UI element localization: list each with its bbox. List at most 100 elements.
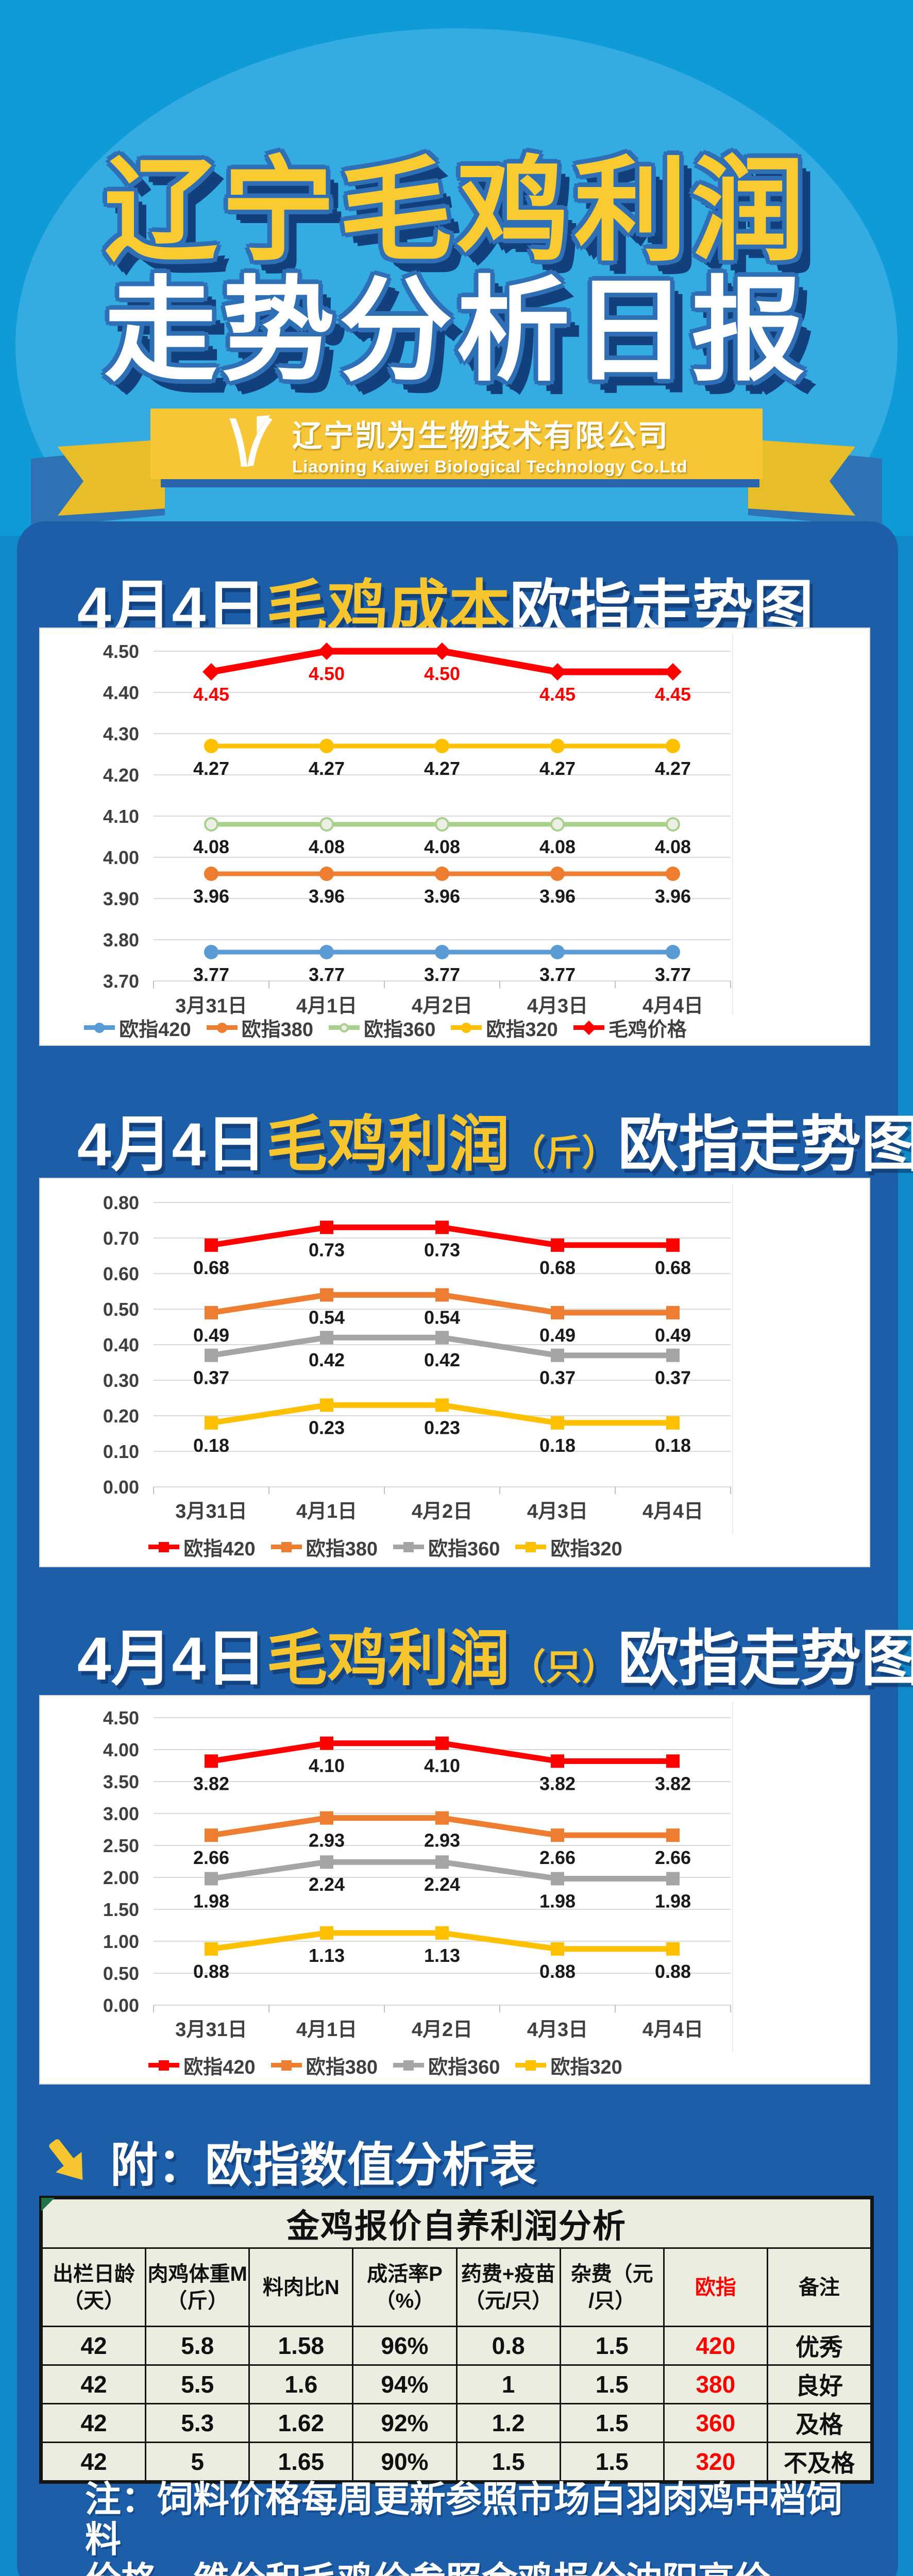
chart-title-profit-per-bird: 4月4日毛鸡利润（只）欧指走势图 (77, 1625, 913, 1693)
svg-text:4.27: 4.27 (655, 758, 691, 779)
table-corner-marker (41, 2198, 55, 2211)
svg-text:3.77: 3.77 (424, 964, 460, 985)
chart-card-cost: 4.50 4.40 4.30 4.20 4.10 4.00 3.90 3.80 3.70 3.77… (39, 628, 870, 1046)
svg-text:2.00: 2.00 (103, 1867, 139, 1888)
svg-text:3月31日: 3月31日 (175, 995, 247, 1017)
svg-text:4.27: 4.27 (193, 758, 229, 779)
legend-marker-icon (451, 1022, 482, 1033)
svg-text:3.96: 3.96 (424, 886, 460, 907)
chart-card-profit-per-jin: 0.80 0.70 0.60 0.50 0.40 0.30 0.20 0.10 0.00 0.68… (39, 1178, 870, 1567)
svg-text:0.88: 0.88 (539, 1961, 576, 1982)
table-cell: 不及格 (766, 2442, 872, 2482)
svg-text:0.54: 0.54 (309, 1307, 345, 1328)
legend-item: 欧指380 (270, 2051, 378, 2079)
svg-text:4.45: 4.45 (539, 684, 576, 705)
svg-text:0.88: 0.88 (193, 1961, 229, 1982)
svg-text:4.27: 4.27 (309, 758, 345, 779)
table-cell: 1.58 (248, 2326, 354, 2366)
table-title: 金鸡报价自养利润分析 (41, 2198, 872, 2249)
svg-text:0.37: 0.37 (539, 1367, 576, 1388)
svg-text:4.50: 4.50 (103, 1707, 139, 1728)
svg-text:3.70: 3.70 (103, 971, 139, 992)
legend-item: 欧指360 (393, 2051, 500, 2079)
table-column-header: 肉鸡体重M （斤） (145, 2247, 250, 2327)
svg-text:4.08: 4.08 (309, 836, 345, 857)
table-column-header: 料肉比N (248, 2247, 354, 2327)
svg-text:0.60: 0.60 (103, 1263, 139, 1284)
svg-text:1.98: 1.98 (655, 1890, 691, 1911)
svg-text:4月2日: 4月2日 (412, 2019, 472, 2041)
table-cell: 1.5 (559, 2442, 665, 2482)
chart-title-part: 毛鸡利润 (266, 1625, 510, 1693)
legend-item: 欧指320 (451, 1013, 558, 1042)
table-cell: 0.8 (455, 2326, 561, 2366)
legend-label: 欧指360 (428, 2057, 500, 2078)
legend-item: 欧指380 (270, 1533, 378, 1561)
legend-marker-icon (515, 2060, 547, 2071)
table-cell: 94% (352, 2364, 458, 2404)
table-cell: 42 (41, 2442, 147, 2482)
line-chart-cost: 4.50 4.40 4.30 4.20 4.10 4.00 3.90 3.80 3.70 3.77… (40, 629, 869, 1020)
svg-text:0.37: 0.37 (655, 1367, 691, 1388)
svg-text:4月1日: 4月1日 (296, 2019, 357, 2041)
svg-text:0.18: 0.18 (655, 1435, 691, 1456)
table-cell: 92% (352, 2403, 458, 2443)
legend-marker-icon (393, 1541, 424, 1552)
svg-text:3月31日: 3月31日 (175, 1501, 247, 1522)
company-name-cn: 辽宁凯为生物技术有限公司 (292, 419, 670, 453)
legend-marker-icon (84, 1022, 115, 1033)
svg-text:4.08: 4.08 (539, 836, 576, 857)
legend-item: 毛鸡价格 (573, 1013, 687, 1042)
svg-text:0.37: 0.37 (193, 1367, 229, 1388)
legend-item: 欧指360 (328, 1013, 436, 1042)
table-row: 42 5.5 1.6 94% 1 1.5 380 良好 (41, 2364, 872, 2404)
svg-text:3.82: 3.82 (655, 1773, 691, 1794)
svg-text:4.50: 4.50 (103, 641, 139, 662)
svg-text:4.50: 4.50 (424, 663, 460, 684)
svg-text:4月4日: 4月4日 (643, 1501, 703, 1522)
table-row: 42 5.8 1.58 96% 0.8 1.5 420 优秀 (41, 2326, 872, 2366)
legend-marker-icon (573, 1020, 604, 1035)
table-cell: 1.62 (248, 2403, 354, 2443)
svg-text:3.96: 3.96 (539, 886, 576, 907)
legend-label: 欧指320 (550, 2057, 622, 2078)
svg-text:4月2日: 4月2日 (412, 1501, 472, 1522)
table-row: 42 5.3 1.62 92% 1.2 1.5 360 及格 (41, 2403, 872, 2443)
chart-title-part: 4月4日 (77, 1625, 267, 1693)
svg-text:0.50: 0.50 (103, 1963, 139, 1984)
footnote-line2: 价格，雏价和毛鸡价参照金鸡报价沈阳高价。 (85, 2560, 848, 2576)
svg-text:0.80: 0.80 (103, 1192, 139, 1213)
svg-text:4.08: 4.08 (655, 836, 691, 857)
svg-text:0.42: 0.42 (424, 1349, 460, 1370)
svg-text:0.10: 0.10 (103, 1441, 139, 1462)
svg-text:4.20: 4.20 (103, 765, 139, 786)
svg-text:4月4日: 4月4日 (643, 995, 703, 1017)
table-cell: 良好 (766, 2364, 872, 2404)
svg-text:1.00: 1.00 (103, 1931, 139, 1952)
svg-text:2.66: 2.66 (655, 1847, 691, 1868)
legend-label: 欧指360 (363, 1019, 436, 1041)
legend-item: 欧指420 (148, 2051, 256, 2079)
svg-text:4月3日: 4月3日 (527, 1501, 588, 1522)
table-row: 42 5 1.65 90% 1.5 1.5 320 不及格 (41, 2442, 872, 2482)
appendix-section-title: 附：欧指数值分析表 (110, 2139, 537, 2192)
svg-text:3.77: 3.77 (655, 964, 691, 985)
legend-label: 欧指420 (183, 2057, 256, 2078)
table-cell: 1.5 (559, 2326, 665, 2366)
appendix-section-header: 附：欧指数值分析表 (42, 2127, 537, 2195)
svg-text:4.27: 4.27 (424, 758, 460, 779)
table-cell: 1.65 (248, 2442, 354, 2482)
svg-text:3.90: 3.90 (103, 888, 139, 909)
svg-text:0.40: 0.40 (103, 1334, 139, 1355)
legend-marker-icon (270, 1541, 302, 1552)
svg-text:4.10: 4.10 (424, 1755, 460, 1776)
svg-text:3.82: 3.82 (539, 1773, 576, 1794)
svg-text:4月3日: 4月3日 (527, 995, 588, 1017)
table-cell: 5 (145, 2442, 250, 2482)
svg-text:2.93: 2.93 (309, 1830, 345, 1851)
svg-text:0.70: 0.70 (103, 1228, 139, 1249)
yellow-arrow-icon (49, 2139, 83, 2180)
legend-label: 毛鸡价格 (608, 1019, 687, 1041)
svg-text:3月31日: 3月31日 (175, 2019, 247, 2041)
